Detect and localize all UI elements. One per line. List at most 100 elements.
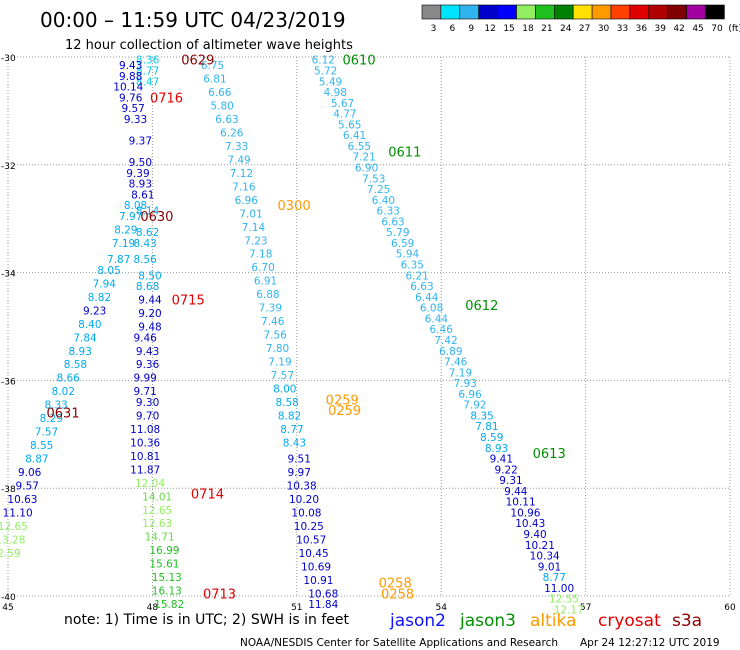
footer-timestamp: Apr 24 12:27:12 UTC 2019 [580, 637, 720, 649]
pass-time-label: 0629 [181, 54, 214, 69]
colorbar-swatch [667, 4, 687, 20]
wave-height-label: 7.57 [271, 370, 294, 382]
y-tick-label: -30 [1, 54, 16, 64]
wave-height-label: 12.59 [0, 548, 21, 560]
wave-height-label: 7.93 [454, 378, 477, 390]
wave-height-label: 7.16 [232, 181, 256, 193]
wave-height-label: 9.31 [499, 475, 522, 487]
y-tick-label: -36 [1, 377, 16, 387]
wave-height-label: 7.97 [119, 211, 142, 223]
chart-title: 00:00 – 11:59 UTC 04/23/2019 [40, 8, 346, 32]
wave-height-label: 6.75 [201, 60, 224, 72]
wave-height-label: 8.61 [131, 189, 154, 201]
wave-height-label: 9.23 [83, 305, 106, 317]
wave-height-label: 8.50 [138, 270, 161, 282]
wave-height-label: 10.45 [299, 548, 329, 560]
legend-item-jason3: jason3 [459, 611, 516, 631]
wave-height-label: 6.70 [251, 262, 274, 274]
pass-time-label: 0259 [326, 393, 359, 408]
wave-height-label: 8.36 [136, 55, 160, 67]
wave-height-label: 6.91 [254, 276, 277, 288]
wave-height-label: 7.81 [475, 421, 498, 433]
wave-height-label: 5.49 [319, 76, 342, 88]
wave-height-label: 8.82 [88, 292, 111, 304]
wave-height-label: 16.99 [149, 545, 179, 557]
pass-time-labels: 0629 0716 0630 0715 0631 0714 0713 0610 0611 0612… [47, 54, 566, 603]
wave-height-label: 9.37 [129, 136, 152, 148]
legend-item-cryosat: cryosat [598, 611, 661, 631]
wave-height-label: 7.46 [444, 357, 468, 369]
wave-height-label: 10.14 [113, 82, 143, 94]
colorbar-swatch [705, 4, 725, 20]
colorbar-tick-label: 30 [598, 24, 610, 34]
wave-height-label: 8.93 [129, 179, 152, 191]
wave-height-label: 6.90 [355, 162, 378, 174]
wave-height-label: 7.57 [35, 427, 58, 439]
wave-height-label: 10.11 [506, 497, 536, 509]
wave-height-label: 7.49 [227, 154, 250, 166]
wave-height-label: 15.61 [149, 559, 179, 571]
colorbar-tick-label: 42 [673, 24, 684, 34]
wave-height-label: 9.30 [136, 397, 159, 409]
wave-height-label: 8.14 [136, 206, 160, 218]
colorbar-tick-label: 70 [711, 24, 723, 34]
wave-height-label: 9.39 [126, 168, 149, 180]
chart-subtitle: 12 hour collection of altimeter wave hei… [65, 38, 353, 53]
wave-height-label: 6.44 [425, 313, 449, 325]
wave-height-label: 10.96 [510, 507, 540, 519]
wave-height-label: 12.04 [135, 478, 165, 490]
colorbar-tick-label: 39 [655, 24, 667, 34]
colorbar-swatch [421, 4, 442, 20]
wave-height-label: 9.71 [133, 386, 156, 398]
wave-height-label: 8.77 [136, 65, 159, 77]
wave-height-label: 14.71 [145, 532, 175, 544]
wave-height-label: 10.91 [303, 575, 333, 587]
wave-height-label: 10.08 [291, 507, 321, 519]
wave-height-label: 10.43 [515, 518, 545, 530]
wave-height-label: 5.94 [396, 249, 420, 261]
wave-height-label: 6.41 [343, 130, 366, 142]
wave-height-label: 16.13 [152, 586, 182, 598]
wave-height-label: 6.33 [377, 206, 400, 218]
wave-height-label: 9.40 [523, 529, 546, 541]
colorbar-swatch [459, 4, 479, 20]
colorbar-tick-label: 6 [449, 24, 455, 34]
wave-height-label: 8.77 [543, 572, 566, 584]
wave-height-label: 7.92 [463, 400, 486, 412]
colorbar-swatch [572, 4, 593, 20]
wave-height-label: 11.87 [130, 464, 160, 476]
colorbar-tick-label: 9 [468, 24, 474, 34]
wave-height-label: 9.22 [494, 464, 517, 476]
x-tick-label: 60 [724, 603, 736, 613]
wave-height-label: 11.84 [308, 599, 338, 611]
colorbar-tick-label: 18 [522, 24, 534, 34]
wave-height-label: 7.19 [268, 357, 291, 369]
x-tick-label: 45 [2, 603, 13, 613]
wave-height-label: 7.23 [244, 235, 267, 247]
wave-height-label: 7.56 [263, 330, 287, 342]
wave-height-label: 10.57 [296, 534, 326, 546]
wave-height-label: 6.35 [401, 260, 424, 272]
wave-height-label: 9.41 [490, 454, 513, 466]
wave-height-label: 4.98 [324, 87, 347, 99]
colorbar-swatch [478, 4, 498, 20]
wave-height-label: 6.21 [405, 270, 428, 282]
pass-time-label: 0612 [465, 299, 498, 314]
wave-height-label: 6.59 [391, 238, 414, 250]
wave-height-points: 8.368.778.479.439.8810.149.769.579.339.3… [0, 55, 584, 617]
wave-height-label: 7.39 [259, 303, 282, 315]
wave-height-label: 12.65 [142, 505, 172, 517]
y-tick-label: -38 [1, 485, 16, 495]
wave-height-label: 6.08 [420, 303, 443, 315]
wave-height-label: 10.69 [301, 561, 331, 573]
wave-height-label: 9.33 [124, 114, 147, 126]
wave-height-label: 9.46 [133, 332, 157, 344]
colorbar-tick-label: 36 [636, 24, 648, 34]
pass-time-label: 0259 [328, 404, 361, 419]
wave-height-label: 9.20 [138, 308, 161, 320]
wave-height-label: 8.68 [136, 281, 159, 293]
colorbar-swatch [591, 4, 612, 20]
pass-time-label: 0611 [388, 145, 421, 160]
wave-height-label: 10.25 [294, 521, 324, 533]
wave-height-label: 7.19 [449, 367, 472, 379]
